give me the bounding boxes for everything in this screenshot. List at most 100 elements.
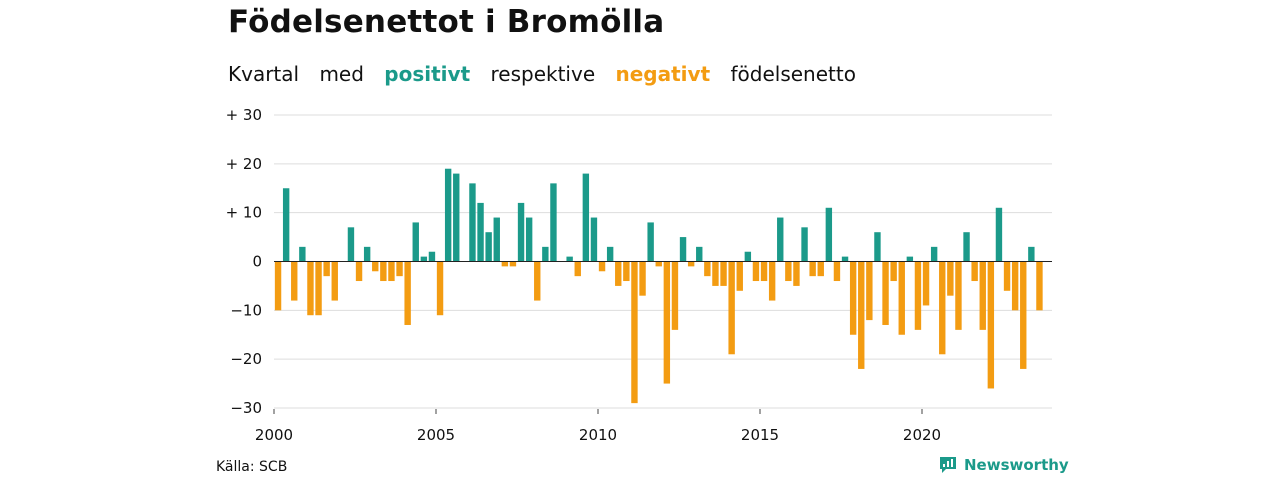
subtitle-negative-label: negativt [615,62,711,86]
bar [323,261,330,277]
bar [282,188,290,262]
bar [485,232,492,262]
bar [849,261,857,335]
bar [509,261,517,267]
bar [493,217,500,262]
y-tick-label: 0 [252,253,262,271]
bar [404,261,411,325]
y-tick-label: −30 [230,399,262,417]
bar [380,261,387,282]
bar [444,168,452,262]
y-tick-label: + 10 [226,204,262,222]
bar [939,261,946,355]
bar [582,173,590,262]
bar [606,246,614,262]
subtitle-word-with: med [319,62,364,86]
bar [623,261,630,282]
bar [647,222,654,262]
bar [428,251,436,262]
bar [1003,261,1011,291]
bar [777,217,784,262]
bar [291,261,298,301]
bar [363,246,371,262]
bar [534,261,541,301]
bar [1028,246,1035,262]
bar [388,261,395,282]
bar [331,261,338,301]
bar [882,261,889,325]
bar [947,261,954,296]
bar [906,256,914,262]
bar [631,261,638,404]
bar [874,232,881,262]
bar [785,261,792,282]
bar [817,261,824,277]
bar [469,183,476,262]
bar [550,183,557,262]
bar [752,261,760,282]
bar [315,261,322,316]
bar [1020,261,1027,369]
bar [866,261,873,321]
bar [574,261,581,277]
bar [971,261,978,282]
y-tick-label: −10 [230,301,262,319]
brand-logo: Newsworthy [938,455,1069,475]
source-note: Källa: SCB [216,459,288,475]
bar [274,261,282,311]
x-tick-label: 2005 [417,426,455,444]
bar [744,251,752,262]
subtitle-word-quarter: Kvartal [228,62,300,86]
bar [671,261,679,330]
bar [396,261,403,277]
bar [1011,261,1019,311]
y-tick-label: + 20 [226,155,262,173]
bar [525,217,533,262]
bar [720,261,727,286]
bar [436,261,444,316]
bar [598,261,606,272]
x-tick-label: 2015 [741,426,779,444]
bar [833,261,841,282]
bar [412,222,419,262]
bar [760,261,768,282]
chart-subtitle: Kvartal med positivt respektive negativt… [228,62,870,86]
subtitle-positive-label: positivt [384,62,471,86]
bar [704,261,711,277]
bar [898,261,905,335]
bar [768,261,776,301]
bar [736,261,743,291]
x-tick-label: 2020 [903,426,941,444]
bar [679,237,687,262]
bar [655,261,662,267]
bar [615,261,622,286]
bar [922,261,930,306]
bar [858,261,865,369]
bar [477,202,484,262]
bar [347,227,355,262]
x-tick-label: 2010 [579,426,617,444]
bar [566,256,573,262]
bar [728,261,735,355]
bar [542,246,549,262]
bar [955,261,962,330]
subtitle-word-birth-net: födelsenetto [730,62,856,86]
bar [696,246,703,262]
bar [890,261,897,282]
bar [663,261,671,384]
bar [501,261,509,267]
bar [801,227,808,262]
chart-title: Födelsenettot i Bromölla [228,4,665,40]
bar [453,173,460,262]
bar [793,261,800,286]
bar [639,261,646,296]
y-tick-label: + 30 [226,106,262,124]
bar [979,261,986,330]
bar [809,261,816,277]
bar [687,261,695,267]
bar [841,256,849,262]
bar [299,246,306,262]
bar [517,202,525,262]
